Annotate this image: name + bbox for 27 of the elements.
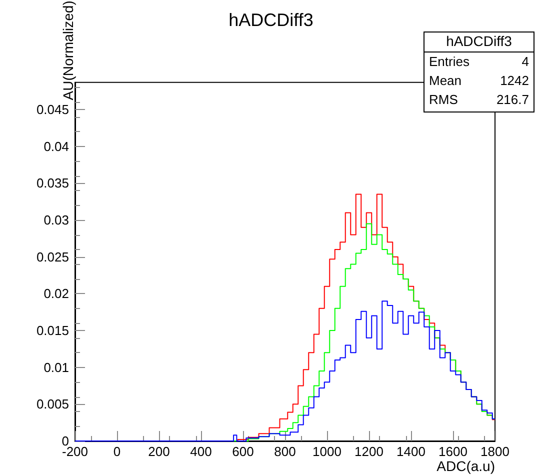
x-tick-label: 0 — [113, 444, 121, 459]
y-tick-label: 0.005 — [36, 396, 69, 412]
x-tick-label: 1800 — [480, 444, 510, 459]
x-axis-title: ADC(a.u) — [436, 458, 495, 474]
x-tick-label: 600 — [232, 444, 254, 459]
y-tick-label: 0 — [62, 434, 69, 448]
y-tick-label: 0.045 — [36, 102, 69, 118]
y-tick-label: 0.015 — [36, 323, 69, 338]
text: RMS 216.7 — [429, 92, 529, 107]
y-tick-label: 0.04 — [44, 138, 69, 154]
text: Mean 1242 — [429, 73, 529, 88]
y-tick-label: 0.01 — [44, 360, 69, 375]
x-tick-label: 1000 — [312, 444, 342, 459]
y-tick-label: 0.02 — [44, 286, 69, 302]
x-tick-label: 1600 — [438, 444, 468, 459]
x-tick-label: 400 — [190, 444, 212, 459]
y-tick-label: 0.025 — [36, 249, 69, 264]
x-tick-label: 800 — [274, 444, 296, 459]
text: hADCDiff3 — [446, 33, 512, 49]
y-tick-label: 0.03 — [44, 212, 69, 228]
x-tick-label: 200 — [148, 444, 170, 459]
x-tick-label: 1200 — [354, 444, 384, 459]
x-tick-label: 1400 — [396, 444, 426, 459]
text: Entries 4 — [429, 54, 529, 69]
chart-title: hADCDiff3 — [228, 10, 314, 30]
y-axis-title: AU(Normalized) — [60, 0, 76, 100]
y-tick-label: 0.035 — [36, 176, 69, 191]
